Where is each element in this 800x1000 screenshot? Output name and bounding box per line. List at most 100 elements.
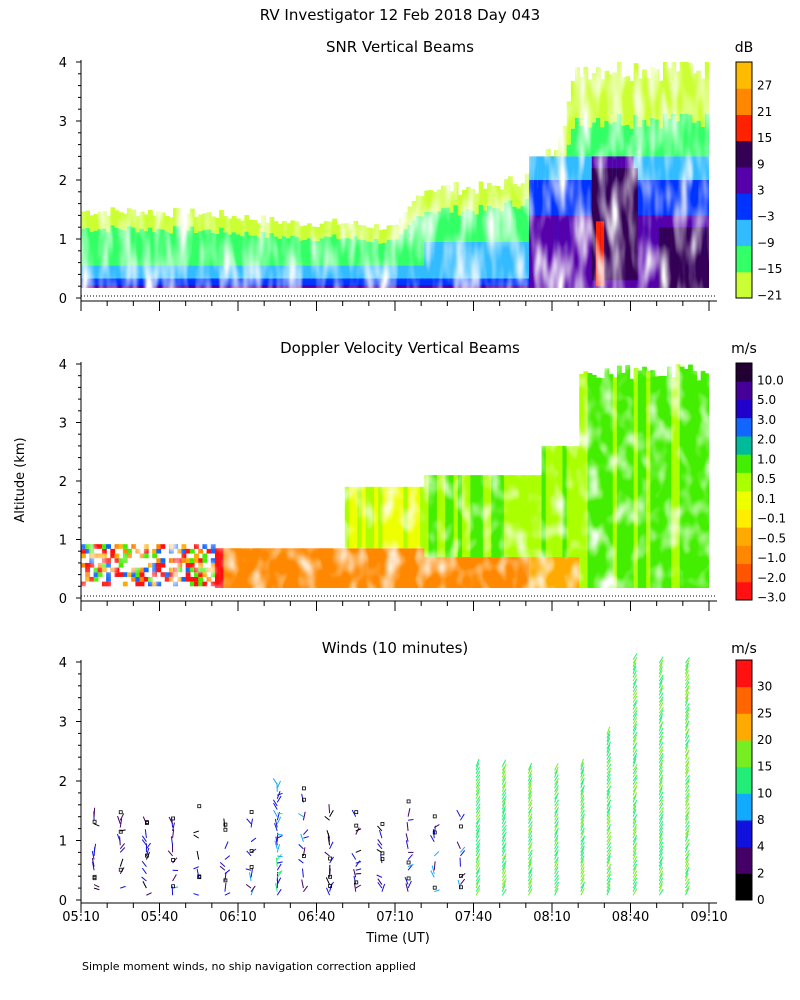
wind-barb: [554, 866, 559, 875]
wind-barb: [685, 866, 690, 875]
wind-barb: [554, 820, 559, 828]
wind-barb: [528, 813, 533, 821]
wind-barb: [606, 824, 612, 832]
calm-marker: [354, 880, 359, 885]
wind-barb: [501, 883, 506, 892]
wind-barb: [632, 851, 637, 860]
wind-barb: [554, 863, 559, 871]
calm-marker: [92, 819, 97, 824]
wind-barb: [355, 827, 360, 835]
wind-barb: [328, 804, 331, 814]
wind-barb: [91, 850, 95, 860]
wind-barb: [580, 816, 585, 825]
wind-barb: [475, 842, 481, 850]
wind-barb: [632, 680, 637, 689]
wind-barb: [527, 816, 533, 825]
colorbar-tick-label: 3: [757, 183, 765, 197]
wind-barb: [632, 824, 638, 832]
colorbar-swatch: [736, 166, 752, 194]
wind-barb: [475, 810, 481, 817]
colorbar-frame: [735, 659, 753, 901]
wind-barb: [277, 792, 283, 796]
wind-barb: [528, 824, 533, 832]
wind-barb: [120, 829, 126, 832]
wind-barb: [684, 812, 689, 821]
wind-barb: [658, 866, 664, 875]
wind-barb: [580, 758, 585, 767]
wind-barb: [276, 877, 282, 885]
wind-barb: [632, 723, 637, 732]
wind-barb: [501, 808, 506, 817]
velocity-colorbar-label: m/s: [731, 341, 757, 357]
wind-barb: [685, 828, 690, 835]
velocity-axes: 0 1 2 3 4: [59, 358, 717, 611]
colorbar-tick-label: 20: [757, 733, 772, 747]
wind-barb: [632, 720, 638, 728]
wind-barb: [658, 830, 664, 839]
wind-barb: [527, 869, 533, 878]
wind-barb: [456, 809, 461, 817]
colorbar-tick-label: 0.1: [757, 492, 776, 506]
wind-barb: [554, 845, 559, 853]
wind-barb: [298, 813, 304, 818]
wind-barb: [632, 792, 638, 800]
wind-barb: [119, 847, 126, 853]
colorbar-swatch: [736, 472, 752, 492]
wind-barb: [606, 733, 611, 742]
wind-barb: [274, 840, 278, 849]
figure-title: RV Investigator 12 Feb 2018 Day 043: [260, 6, 540, 24]
wind-barb: [685, 820, 690, 828]
wind-barb: [685, 780, 690, 789]
calm-marker: [380, 857, 385, 861]
wind-barb: [501, 813, 507, 821]
colorbar-tick-label: 8: [757, 813, 765, 827]
wind-barb: [554, 774, 559, 782]
wind-barb: [351, 809, 357, 817]
wind-barb: [606, 820, 611, 828]
wind-barb: [501, 816, 506, 825]
wind-barb: [116, 833, 121, 842]
wind-barb: [658, 669, 663, 678]
wind-barb: [684, 833, 689, 842]
colorbar-swatch: [736, 766, 752, 794]
wind-barb: [658, 852, 663, 860]
wind-barb: [658, 752, 664, 760]
wind-barb: [580, 835, 586, 842]
wind-barb: [408, 818, 414, 821]
wind-barb: [632, 794, 637, 803]
wind-barb: [528, 852, 533, 860]
wind-barb: [684, 709, 690, 717]
velocity-panel: Doppler Velocity Vertical Beams 0 1 2 3 4 10…: [59, 339, 786, 611]
wind-barb: [433, 851, 440, 857]
wind-barb: [606, 781, 612, 789]
wind-barb: [658, 721, 664, 728]
x-tick-label: 06:40: [298, 910, 335, 925]
winds-barbs: [91, 653, 690, 896]
colorbar-swatch: [736, 581, 752, 601]
wind-barb: [475, 795, 481, 803]
wind-barb: [685, 784, 690, 792]
wind-barb: [632, 805, 637, 814]
wind-barb: [355, 828, 362, 832]
wind-barb: [606, 752, 612, 760]
wind-barb: [658, 666, 663, 675]
colorbar-tick-label: 9: [757, 157, 765, 171]
colorbar-tick-label: −0.1: [757, 512, 786, 526]
wind-barb: [684, 762, 689, 771]
wind-barb: [632, 695, 638, 703]
wind-barb: [658, 713, 664, 721]
wind-barb: [475, 806, 481, 814]
wind-barb: [501, 781, 507, 789]
wind-barb: [302, 811, 306, 821]
wind-barb: [684, 862, 690, 871]
wind-barb: [324, 815, 330, 821]
wind-barb: [377, 843, 383, 850]
wind-barb: [606, 799, 612, 807]
calm-marker: [118, 810, 123, 815]
wind-barb: [527, 791, 532, 800]
colorbar-swatch: [736, 563, 752, 583]
y-tick-label: 3: [59, 115, 67, 130]
wind-barb: [632, 777, 638, 785]
wind-barb: [475, 762, 480, 771]
wind-barb: [224, 869, 231, 875]
